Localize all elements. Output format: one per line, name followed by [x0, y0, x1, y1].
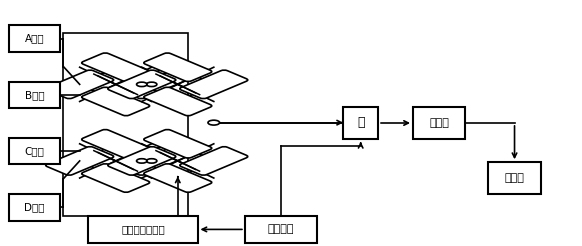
Text: B液相: B液相 — [24, 90, 44, 100]
Circle shape — [147, 159, 157, 163]
Text: 比例电磁阀驱动: 比例电磁阀驱动 — [121, 224, 165, 234]
Bar — [63, 33, 188, 216]
Bar — [88, 216, 197, 243]
FancyBboxPatch shape — [81, 129, 150, 158]
Text: 色谱柱: 色谱柱 — [429, 118, 449, 128]
Circle shape — [137, 82, 147, 87]
Bar — [9, 82, 60, 108]
Bar — [9, 25, 60, 52]
Bar — [413, 107, 465, 139]
Circle shape — [147, 82, 157, 87]
Text: 检测器: 检测器 — [505, 173, 524, 183]
Bar — [488, 162, 541, 194]
FancyBboxPatch shape — [144, 87, 212, 116]
FancyBboxPatch shape — [144, 129, 212, 158]
Circle shape — [137, 159, 147, 163]
FancyBboxPatch shape — [81, 164, 150, 192]
Text: D液相: D液相 — [24, 202, 45, 212]
FancyBboxPatch shape — [45, 147, 113, 175]
Text: C液相: C液相 — [24, 146, 44, 156]
FancyBboxPatch shape — [108, 70, 176, 99]
Bar — [9, 138, 60, 164]
Bar — [343, 107, 378, 139]
FancyBboxPatch shape — [81, 53, 150, 82]
Bar — [245, 216, 317, 243]
FancyBboxPatch shape — [144, 164, 212, 192]
Bar — [9, 194, 60, 221]
Text: 控制系统: 控制系统 — [268, 224, 294, 234]
FancyBboxPatch shape — [108, 147, 176, 175]
FancyBboxPatch shape — [45, 70, 113, 99]
Text: A液相: A液相 — [24, 34, 44, 44]
FancyBboxPatch shape — [118, 147, 186, 175]
Circle shape — [208, 120, 219, 125]
FancyBboxPatch shape — [180, 147, 248, 175]
FancyBboxPatch shape — [180, 70, 248, 99]
Text: 泵: 泵 — [357, 117, 364, 129]
FancyBboxPatch shape — [81, 87, 150, 116]
FancyBboxPatch shape — [118, 70, 186, 99]
FancyBboxPatch shape — [144, 53, 212, 82]
